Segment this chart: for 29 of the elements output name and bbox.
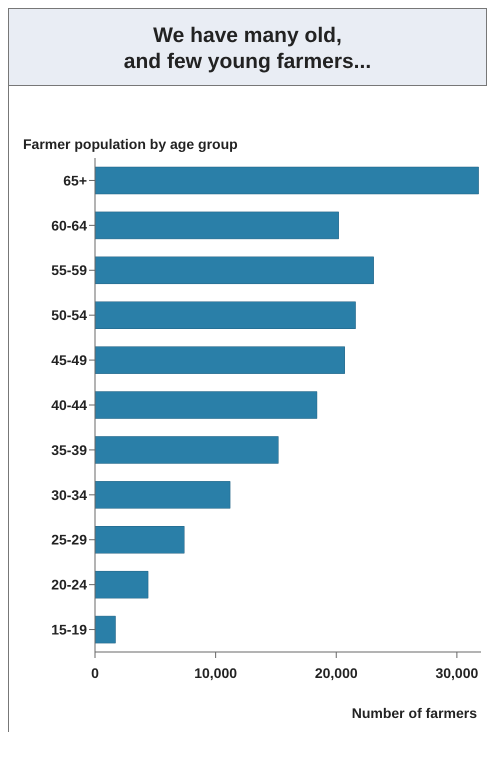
bar — [95, 391, 318, 419]
x-tick-label: 0 — [91, 664, 100, 681]
x-axis-title: Number of farmers — [352, 705, 478, 721]
y-tick-label: 15-19 — [51, 622, 88, 638]
chart-subtitle: Farmer population by age group — [22, 136, 239, 152]
y-tick-label: 40-44 — [51, 396, 88, 413]
bar — [95, 256, 374, 284]
bar — [95, 301, 356, 329]
bar — [95, 616, 116, 644]
y-tick-label: 45-49 — [51, 352, 88, 368]
y-tick-label: 30-34 — [51, 486, 88, 503]
bar — [95, 436, 279, 464]
y-tick-label: 60-64 — [51, 217, 88, 234]
bar — [95, 212, 339, 240]
bar — [95, 570, 148, 598]
bar — [95, 166, 479, 194]
x-tick-label: 10,000 — [194, 664, 238, 681]
bar — [95, 346, 345, 374]
chart-title: We have many old, and few young farmers... — [8, 8, 487, 86]
bar — [95, 526, 185, 554]
x-tick-label: 20,000 — [314, 664, 358, 681]
x-tick-label: 30,000 — [435, 664, 478, 681]
y-tick-label: 25-29 — [51, 532, 88, 548]
y-tick-label: 65+ — [63, 172, 87, 188]
y-tick-label: 20-24 — [51, 576, 88, 593]
bar — [95, 481, 230, 509]
y-tick-label: 35-39 — [51, 442, 88, 458]
y-tick-label: 55-59 — [51, 262, 88, 278]
y-tick-label: 50-54 — [51, 307, 88, 324]
